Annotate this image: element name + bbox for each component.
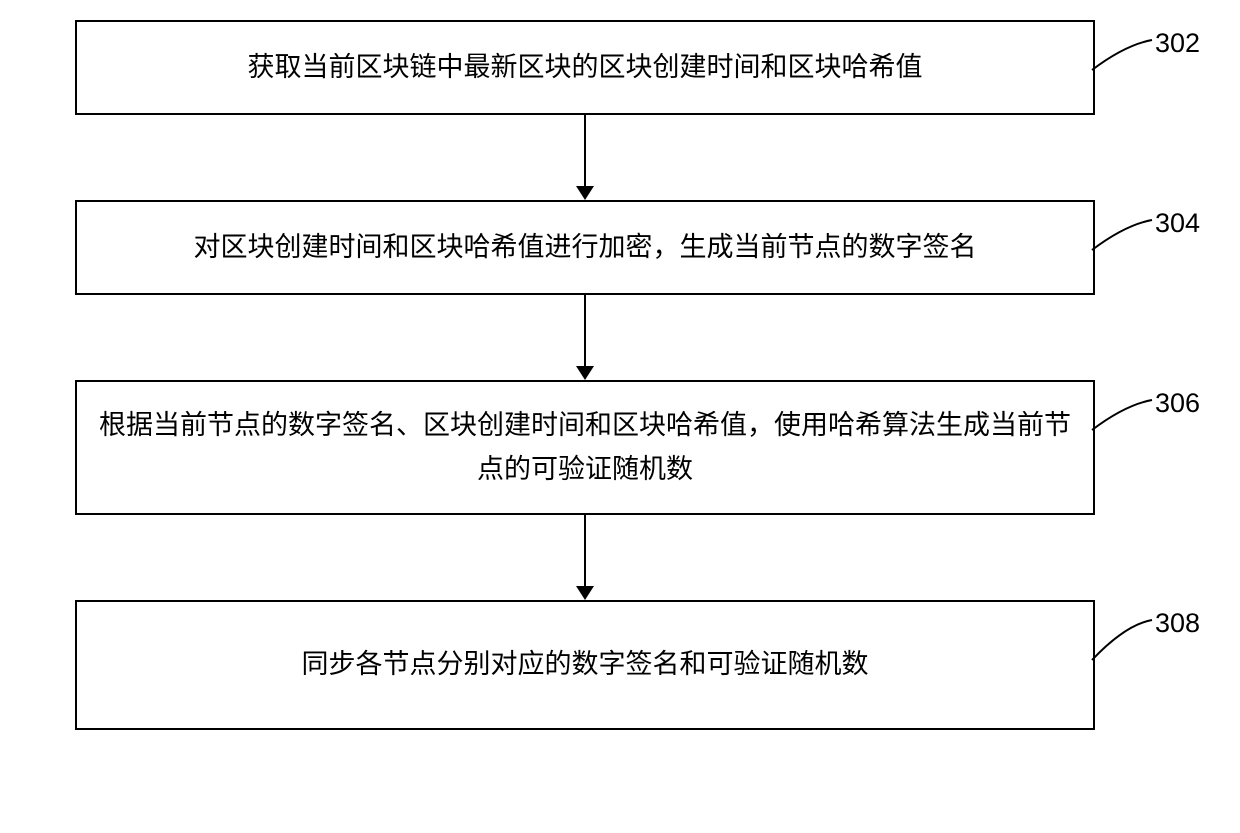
flow-arrow	[565, 515, 605, 600]
label-connector	[1090, 618, 1154, 662]
flowchart-container: 获取当前区块链中最新区块的区块创建时间和区块哈希值对区块创建时间和区块哈希值进行…	[75, 20, 1095, 730]
label-connector	[1090, 218, 1154, 252]
arrow-container	[75, 515, 1095, 600]
flow-step-text: 对区块创建时间和区块哈希值进行加密，生成当前节点的数字签名	[174, 216, 997, 279]
step-label-304: 304	[1155, 208, 1200, 239]
step-label-306: 306	[1155, 388, 1200, 419]
flow-step-text: 同步各节点分别对应的数字签名和可验证随机数	[282, 633, 889, 696]
label-connector	[1090, 398, 1154, 432]
flow-arrow	[565, 115, 605, 200]
flow-step-302: 获取当前区块链中最新区块的区块创建时间和区块哈希值	[75, 20, 1095, 115]
step-label-308: 308	[1155, 608, 1200, 639]
flow-step-306: 根据当前节点的数字签名、区块创建时间和区块哈希值，使用哈希算法生成当前节点的可验…	[75, 380, 1095, 515]
flow-step-text: 根据当前节点的数字签名、区块创建时间和区块哈希值，使用哈希算法生成当前节点的可验…	[77, 394, 1093, 500]
label-connector	[1090, 38, 1154, 72]
flow-step-304: 对区块创建时间和区块哈希值进行加密，生成当前节点的数字签名	[75, 200, 1095, 295]
flow-step-text: 获取当前区块链中最新区块的区块创建时间和区块哈希值	[228, 36, 943, 99]
step-label-302: 302	[1155, 28, 1200, 59]
flow-arrow	[565, 295, 605, 380]
arrow-container	[75, 115, 1095, 200]
arrow-container	[75, 295, 1095, 380]
flow-step-308: 同步各节点分别对应的数字签名和可验证随机数	[75, 600, 1095, 730]
